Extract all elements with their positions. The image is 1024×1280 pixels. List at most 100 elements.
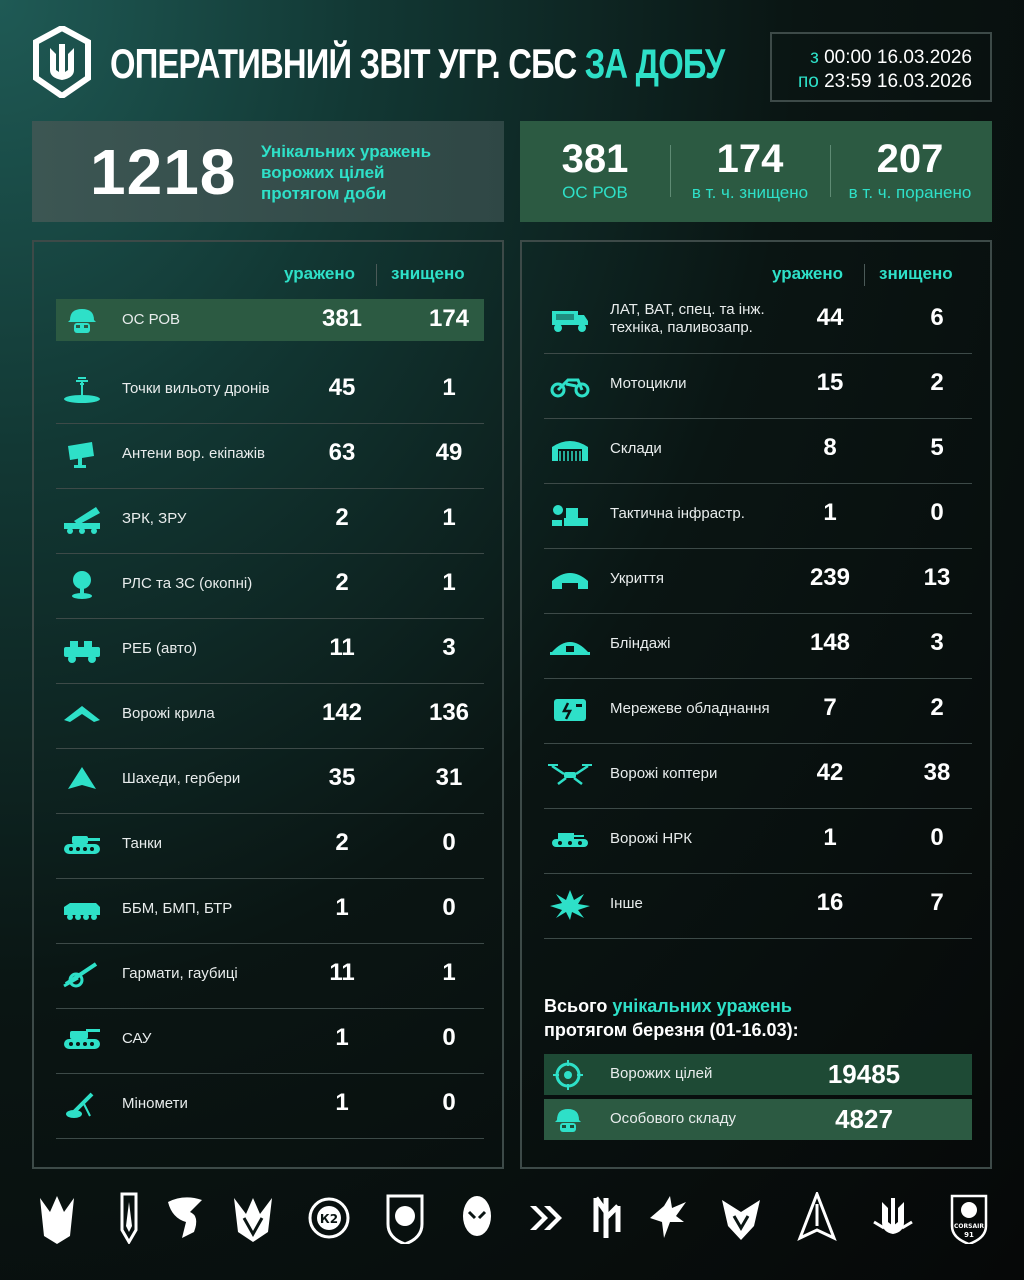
table-row: РЛС та ЗС (окопні) 2 1: [56, 555, 484, 619]
monthly-totals-title: Всього унікальних уражень протягом берез…: [544, 996, 799, 1040]
destroyed-value: 38: [923, 758, 951, 786]
destroyed-value: 1: [442, 568, 456, 596]
bat-emblem-icon: [722, 1200, 760, 1240]
unique-hits-summary: 1218 Унікальних уражень ворожих цілей пр…: [32, 121, 504, 222]
row-label: ОС РОВ: [122, 311, 181, 328]
shahed-drone-icon: [68, 766, 96, 789]
hit-value: 11: [329, 958, 355, 986]
total-targets-row: Ворожих цілей 19485: [544, 1054, 972, 1095]
alien-emblem-icon: [463, 1196, 491, 1236]
row-label: ЗРК, ЗРУ: [122, 509, 187, 527]
radar-icon: [72, 570, 92, 599]
hit-value: 45: [328, 373, 356, 401]
destroyed-value: 0: [442, 1023, 456, 1051]
table-row: Танки 2 0: [56, 815, 484, 879]
table-row: ОС РОВ 381 174: [56, 299, 484, 341]
hit-value: 381: [321, 305, 363, 332]
destroyed-value: 0: [442, 828, 456, 856]
row-label: Танки: [122, 834, 163, 852]
table-row: Мережеве обладнання 7 2: [544, 680, 972, 744]
unit-emblems-footer: К2 CORSAIR 91: [32, 1192, 992, 1244]
column-header-destroyed: знищено: [391, 264, 465, 283]
date-from-time: 00:00: [824, 47, 872, 68]
trident-shield-logo-icon: [33, 26, 91, 98]
soldier-helmet-icon: [68, 309, 96, 333]
row-label: РЛС та ЗС (окопні): [122, 574, 253, 592]
destroyed-value: 6: [930, 303, 944, 331]
explosion-icon: [550, 889, 590, 920]
total-targets-value: 19485: [827, 1059, 901, 1089]
sword-emblem-icon: [120, 1192, 138, 1244]
destroyed-value: 3: [930, 628, 944, 656]
corsair-emblem-text: CORSAIR: [954, 1223, 984, 1230]
row-label: Склади: [610, 439, 662, 457]
row-divider: [544, 548, 972, 549]
hit-value: 7: [823, 693, 837, 721]
table-row: Ворожі коптери 42 38: [544, 745, 972, 809]
hit-value: 11: [329, 633, 355, 661]
dugout-icon: [550, 641, 590, 655]
chevron-emblem-icon: [530, 1206, 562, 1230]
row-divider: [56, 878, 484, 879]
row-divider: [56, 813, 484, 814]
apc-icon: [64, 902, 100, 920]
row-divider: [56, 1008, 484, 1009]
row-divider: [544, 483, 972, 484]
date-range-box: з 00:00 16.03.2026 по 23:59 16.03.2026: [770, 32, 992, 102]
destroyed-value: 1: [442, 373, 456, 401]
destroyed-value: 2: [930, 368, 944, 396]
left-stats-panel: уражено знищено ОС РОВ 381 174 Точки вил…: [32, 240, 504, 1169]
table-row: Гармати, гаубиці 11 1: [56, 945, 484, 1009]
right-stats-panel: уражено знищено ЛАТ, ВАТ, спец. та інж. …: [520, 240, 992, 1169]
table-row: Мотоцикли 15 2: [544, 355, 972, 419]
row-divider: [56, 553, 484, 554]
hit-value: 15: [816, 368, 844, 396]
date-from-label: з: [810, 47, 819, 68]
bird-emblem-icon: [168, 1197, 202, 1238]
divider: [670, 145, 671, 197]
hit-value: 239: [809, 563, 851, 591]
row-label: Ворожі коптери: [610, 764, 718, 782]
hit-value: 1: [823, 823, 837, 851]
row-label: Інше: [610, 894, 643, 912]
hit-value: 42: [816, 758, 844, 786]
personnel-summary: 381 ОС РОВ 174 в т. ч. знищено 207 в т. …: [520, 121, 992, 222]
drone-launch-point-icon: [64, 376, 100, 403]
destroyed-value: 3: [442, 633, 456, 661]
wings-emblem-icon: [234, 1198, 272, 1242]
destroyed-value: 7: [930, 888, 944, 916]
hit-value: 8: [823, 433, 837, 461]
total-personnel-label: Особового складу: [610, 1110, 736, 1127]
row-divider: [544, 613, 972, 614]
destroyed-value: 31: [435, 763, 463, 791]
page-title: ОПЕРАТИВНИЙ ЗВІТ УГР. СБС ЗА ДОБУ: [110, 40, 725, 87]
hit-value: 2: [335, 568, 349, 596]
howitzer-icon: [63, 961, 98, 987]
table-row: ЛАТ, ВАТ, спец. та інж. техніка, паливоз…: [544, 290, 972, 354]
trident-wings-emblem-icon: [40, 1196, 74, 1244]
destroyed-value: 0: [930, 498, 944, 526]
total-targets-label: Ворожих цілей: [610, 1065, 713, 1082]
hit-value: 142: [321, 698, 363, 726]
ground-robot-icon: [552, 832, 588, 847]
row-label: Антени вор. екіпажів: [122, 444, 266, 462]
table-row: Точки вильоту дронів 45 1: [56, 360, 484, 424]
hit-value: 63: [328, 438, 356, 466]
svg-text:К2: К2: [320, 1212, 338, 1226]
report-header: ОПЕРАТИВНИЙ ЗВІТ УГР. СБС ЗА ДОБУ з 00:0…: [32, 26, 992, 106]
k2-emblem-icon: К2: [308, 1197, 350, 1239]
column-separator: [864, 264, 865, 286]
table-row: САУ 1 0: [56, 1010, 484, 1074]
destroyed-value: 136: [428, 698, 470, 726]
row-divider: [544, 418, 972, 419]
destroyed-value: 2: [930, 693, 944, 721]
total-personnel-value: 4827: [835, 1104, 893, 1134]
table-row: ББМ, БМП, БТР 1 0: [56, 880, 484, 944]
table-row: Тактична інфрастр. 1 0: [544, 485, 972, 549]
mortar-icon: [66, 1092, 94, 1118]
row-label: Ворожі крила: [122, 704, 215, 722]
destroyed-value: 1: [442, 958, 456, 986]
column-header-destroyed: знищено: [879, 264, 953, 283]
satellite-dish-icon: [68, 441, 94, 468]
